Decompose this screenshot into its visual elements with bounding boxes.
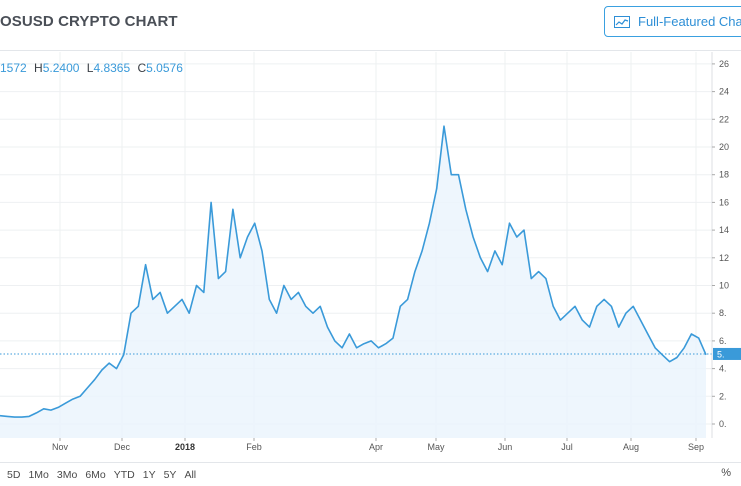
range-all-button[interactable]: All [184,468,197,481]
x-tick-label: Feb [246,442,262,452]
y-tick-label: 14 [719,225,729,235]
range-3mo-button[interactable]: 3Mo [56,468,78,481]
y-tick-label: 0. [719,419,727,429]
y-tick-label: 16 [719,197,729,207]
y-tick-label: 2. [719,391,727,401]
x-tick-label: Jun [498,442,513,452]
x-tick-label: 2018 [175,442,195,452]
range-ytd-button[interactable]: YTD [113,468,135,481]
range-1mo-button[interactable]: 1Mo [28,468,49,481]
y-tick-label: 18 [719,170,729,180]
y-tick-label: 4. [719,364,727,374]
x-tick-label: Aug [623,442,639,452]
low-value: 4.8365 [93,61,131,75]
close-key: C [137,61,147,75]
x-tick-label: Sep [688,442,704,452]
percent-scale-toggle[interactable]: % [721,467,731,479]
range-6mo-button[interactable]: 6Mo [85,468,106,481]
last-price-badge [713,347,741,360]
y-axis: 0. 2. 4. 6. 8. 10 12 14 16 18 20 22 24 26 5. [711,52,741,438]
high-value: 5.2400 [42,61,80,75]
y-tick-label: 22 [719,114,729,124]
full-featured-chart-button[interactable]: Full-Featured Chart [604,6,741,37]
y-tick-label: 8. [719,308,727,318]
y-tick-label: 20 [719,142,729,152]
last-price-label: 5. [717,349,725,359]
y-tick-label: 10 [719,281,729,291]
range-1y-button[interactable]: 1Y [142,468,156,481]
low-key: L [86,61,94,75]
range-5d-button[interactable]: 5D [7,468,21,481]
high-key: H [34,61,43,75]
page-title: OSUSD CRYPTO CHART [0,13,178,30]
open-value: 1572 [0,61,27,75]
x-tick-label: May [427,442,445,452]
chart-icon [614,15,630,28]
price-line [0,125,707,418]
range-selector: 5D 1Mo 3Mo 6Mo YTD 1Y 5Y All % [0,462,741,486]
x-axis: Nov Dec 2018 Feb Apr May Jun Jul Aug Sep [52,438,704,452]
area-fill [0,126,706,438]
close-value: 5.0576 [146,61,183,75]
y-tick-label: 24 [719,87,729,97]
y-tick-label: 12 [719,253,729,263]
x-tick-label: Dec [114,442,131,452]
x-tick-label: Nov [52,442,69,452]
x-tick-label: Apr [369,442,383,452]
x-tick-label: Jul [561,442,573,452]
full-featured-chart-label: Full-Featured Chart [638,14,741,29]
area-layer [0,125,712,438]
ohlc-readout: 1572 H5.2400 L4.8365 C5.0576 [0,61,187,75]
range-5y-button[interactable]: 5Y [163,468,177,481]
y-tick-label: 6. [719,336,727,346]
y-tick-label: 26 [719,59,729,69]
chart-frame [0,50,741,462]
